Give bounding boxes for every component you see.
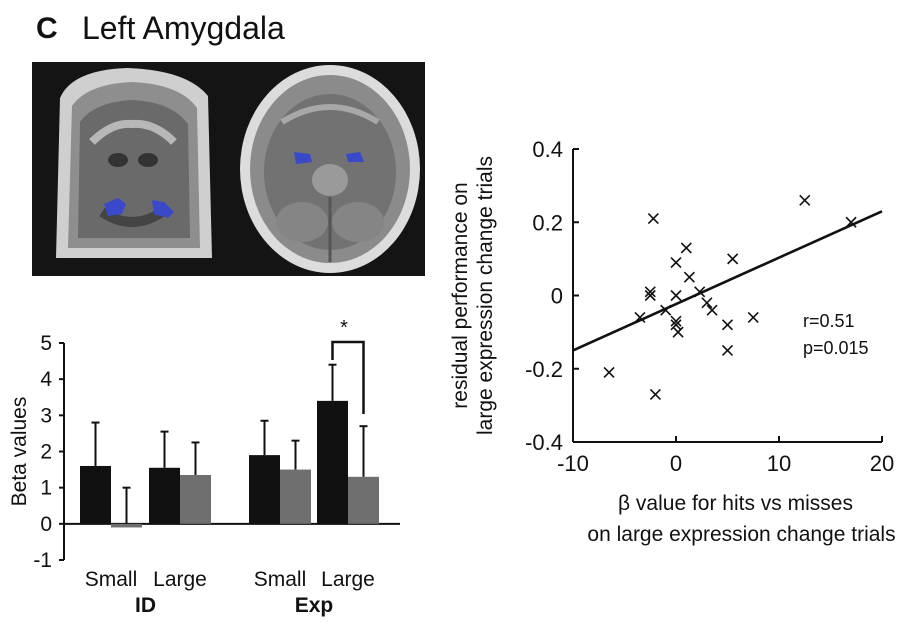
scatter-point: [644, 289, 656, 302]
bar-x-tick-label: Large: [321, 568, 375, 591]
bar-y-tick-label: -1: [33, 549, 52, 572]
scatter-point-stroke-b: [672, 326, 684, 338]
right-amygdala-roi-coronal: [152, 200, 174, 218]
scatter-x-label-line-1: β value for hits vs misses: [618, 492, 853, 515]
brain-mri-image: [32, 62, 425, 276]
bar-x-tick-label: Small: [85, 568, 138, 591]
bar-y-tick-label: 0: [40, 513, 52, 536]
scatter-point-stroke-b: [670, 319, 682, 331]
scatter-y-label-line-1: residual performance on: [449, 182, 472, 408]
scatter-point: [670, 315, 682, 327]
scatter-point-stroke-b: [647, 213, 659, 225]
scatter-y-label-line-2: large expression change trials: [474, 156, 497, 435]
scatter-point: [727, 253, 739, 265]
bar-group-label: ID: [135, 594, 156, 617]
scatter-point-stroke-b: [727, 253, 739, 265]
bar-grey-3: [348, 476, 379, 524]
axial-slice: [240, 65, 420, 273]
bar-black-1: [149, 467, 180, 524]
bar-y-tick-label: 4: [40, 368, 52, 391]
bar-x-tick-label: Large: [153, 568, 207, 591]
scatter-x-label-line-2: on large expression change trials: [587, 523, 895, 546]
scatter-x-tick-label: 20: [870, 451, 894, 476]
scatter-point: [721, 344, 734, 357]
bar-grey-1: [180, 475, 211, 524]
bar-grey-2: [280, 469, 311, 524]
scatter-point-stroke-b: [799, 194, 811, 206]
scatter-y-tick-label: 0: [551, 284, 563, 309]
regression-line-path: [572, 210, 883, 352]
scatter-point: [799, 194, 811, 206]
bar-series: [80, 363, 379, 528]
regression-line: [572, 210, 883, 352]
scatter-x-tick-label: 0: [670, 451, 682, 476]
right-amygdala-roi-axial: [346, 152, 364, 162]
scatter-point-stroke-b: [721, 344, 734, 357]
panel-letter: C: [36, 12, 58, 45]
coronal-slice: [56, 68, 212, 258]
bar-y-tick-label: 5: [40, 332, 52, 355]
scatter-y-tick-label: -0.2: [525, 357, 563, 382]
scatter-point-stroke-b: [721, 319, 734, 331]
scatter-y-axis-label: residual performance on large expression…: [449, 156, 497, 435]
scatter-point: [683, 271, 695, 283]
panel-title: Left Amygdala: [82, 10, 285, 46]
scatter-point: [701, 297, 713, 309]
scatter-point: [706, 304, 718, 316]
significance-star: *: [340, 317, 348, 339]
scatter-point-stroke-b: [603, 366, 615, 378]
bar-x-tick-label: Small: [254, 568, 307, 591]
left-amygdala-roi-axial: [294, 152, 312, 164]
scatter-point-stroke-b: [649, 388, 661, 400]
bar-x-tick-labels: Small Large Small Large: [85, 568, 375, 591]
scatter-x-tick-label: -10: [557, 451, 589, 476]
scatter-chart: 0.4 0.2 0 -0.2 -0.4-10 0 10 20 residual perform…: [449, 137, 896, 546]
bar-grey-0: [111, 523, 142, 528]
scatter-point-stroke-b: [680, 242, 692, 254]
scatter-point: [670, 256, 682, 269]
scatter-axes: 0.4 0.2 0 -0.2 -0.4-10 0 10 20: [525, 137, 894, 476]
scatter-point: [603, 366, 615, 378]
bar-y-tick-label: 1: [40, 477, 52, 500]
correlation-p-label: p=0.015: [803, 338, 869, 358]
scatter-point-stroke-b: [670, 256, 682, 269]
bar-chart: 5 4 3 2 1 0 -1 Beta values Small Large Small Larg…: [8, 317, 400, 617]
scatter-y-tick-label: -0.4: [525, 430, 563, 455]
bar-black-0: [80, 465, 111, 524]
scatter-point: [721, 319, 734, 331]
scatter-point: [644, 286, 656, 298]
bar-black-2: [249, 455, 280, 524]
scatter-point: [647, 213, 659, 225]
scatter-point: [672, 326, 684, 338]
scatter-x-tick-label: 10: [767, 451, 791, 476]
scatter-point-stroke-b: [670, 315, 682, 327]
scatter-points: [603, 194, 857, 400]
scatter-point-stroke-b: [747, 311, 759, 324]
scatter-y-tick-label: 0.4: [532, 137, 563, 162]
bar-group-labels: ID Exp: [135, 594, 333, 617]
bar-y-tick-label: 2: [40, 441, 52, 464]
scatter-point-stroke-b: [644, 289, 656, 302]
scatter-y-tick-label: 0.2: [532, 210, 563, 235]
scatter-point-stroke-b: [701, 297, 713, 309]
bar-black-3: [317, 400, 348, 524]
brain-slices-svg: [56, 65, 420, 273]
left-amygdala-roi-coronal: [104, 198, 126, 216]
bar-group-label: Exp: [295, 594, 334, 617]
correlation-r-label: r=0.51: [803, 311, 855, 331]
scatter-point: [670, 319, 682, 331]
scatter-point: [747, 311, 759, 324]
scatter-point-stroke-b: [706, 304, 718, 316]
scatter-point-stroke-b: [683, 271, 695, 283]
bar-y-tick-label: 3: [40, 404, 52, 427]
significance-bracket: *: [331, 317, 365, 414]
scatter-point-stroke-b: [670, 289, 682, 302]
scatter-point-stroke-b: [644, 286, 656, 298]
scatter-point: [670, 289, 682, 302]
significance-bracket-line: [331, 340, 365, 414]
bar-y-axis-label: Beta values: [8, 397, 31, 507]
scatter-point: [649, 388, 661, 400]
scatter-point: [680, 242, 692, 254]
